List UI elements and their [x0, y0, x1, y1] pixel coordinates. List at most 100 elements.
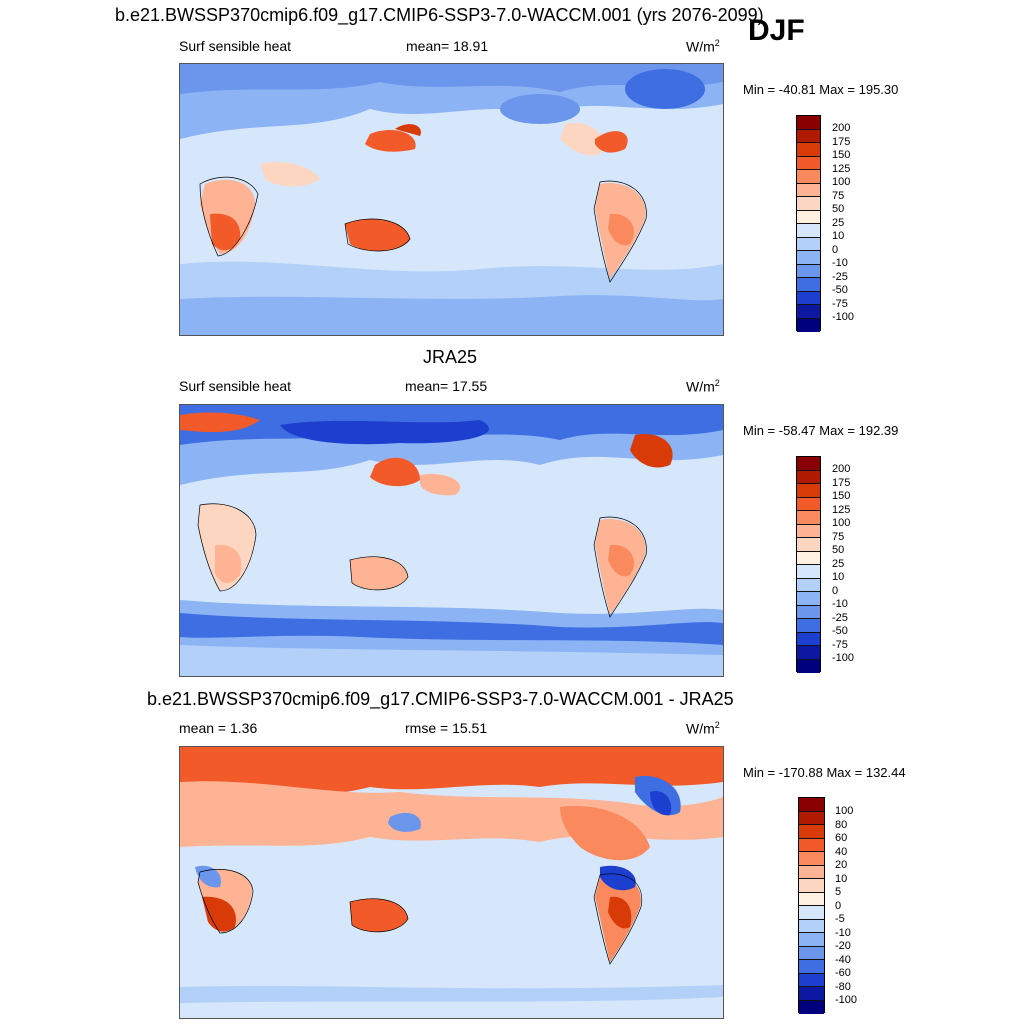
colorbar-swatch [799, 973, 824, 987]
colorbar-swatch [797, 156, 820, 170]
colorbar-swatch [797, 197, 820, 211]
colorbar-tick-label: -75 [832, 297, 848, 310]
colorbar-swatch [799, 906, 824, 920]
panel1-variable-label: Surf sensible heat [179, 38, 292, 54]
season-label: DJF [748, 14, 805, 47]
colorbar-tick-label: 75 [832, 189, 845, 202]
colorbar-swatch [797, 251, 820, 265]
colorbar-swatch [799, 960, 824, 974]
panel1-colorbar [796, 115, 821, 332]
panel2-colorbar [796, 456, 821, 673]
panel1-units: W/m2 [686, 38, 720, 55]
colorbar-swatch [799, 865, 824, 879]
colorbar-swatch [797, 659, 820, 673]
panel3-minmax: Min = -170.88 Max = 132.44 [743, 765, 906, 780]
colorbar-tick-label: 125 [832, 503, 851, 516]
colorbar-swatch [799, 1000, 824, 1014]
colorbar-swatch [797, 457, 820, 471]
colorbar-swatch [797, 592, 820, 606]
colorbar-tick-label: 200 [832, 463, 851, 475]
colorbar-tick-label: -50 [832, 284, 848, 296]
colorbar-swatch [797, 646, 820, 660]
colorbar-swatch [799, 811, 824, 825]
colorbar-swatch [797, 632, 820, 646]
colorbar-tick-label: 0 [832, 584, 839, 597]
colorbar-tick-label: 5 [835, 886, 842, 898]
panel3-colorbar [798, 797, 825, 1014]
colorbar-swatch [797, 497, 820, 511]
colorbar-swatch [797, 578, 820, 592]
colorbar-swatch [797, 551, 820, 565]
panel3-units: W/m2 [686, 720, 720, 737]
colorbar-swatch [799, 946, 824, 960]
colorbar-tick-label: 150 [832, 149, 851, 161]
colorbar-swatch [797, 278, 820, 292]
colorbar-swatch [799, 825, 824, 839]
colorbar-tick-label: 10 [835, 872, 848, 885]
main-title: b.e21.BWSSP370cmip6.f09_g17.CMIP6-SSP3-7… [115, 5, 764, 25]
colorbar-swatch [797, 170, 820, 184]
colorbar-swatch [797, 143, 820, 157]
colorbar-tick-label: -60 [835, 967, 851, 979]
colorbar-swatch [797, 318, 820, 332]
panel2-mean-label: mean= 17.55 [405, 378, 488, 394]
panel3-title: b.e21.BWSSP370cmip6.f09_g17.CMIP6-SSP3-7… [147, 689, 734, 709]
colorbar-swatch [797, 237, 820, 251]
colorbar-tick-label: 60 [835, 832, 848, 844]
colorbar-tick-label: 25 [832, 216, 845, 229]
colorbar-tick-label: 100 [832, 517, 851, 529]
colorbar-swatch [799, 838, 824, 852]
panel3-mean-label: mean = 1.36 [179, 720, 258, 736]
panel1-minmax: Min = -40.81 Max = 195.30 [743, 82, 899, 97]
colorbar-swatch [799, 933, 824, 947]
colorbar-tick-label: -10 [832, 598, 848, 610]
colorbar-swatch [797, 264, 820, 278]
panel2-minmax: Min = -58.47 Max = 192.39 [743, 423, 899, 438]
colorbar-swatch [797, 183, 820, 197]
colorbar-tick-label: 20 [835, 859, 848, 871]
colorbar-swatch [799, 879, 824, 893]
colorbar-swatch [799, 987, 824, 1001]
panel3-rmse-label: rmse = 15.51 [405, 720, 488, 736]
panel1-map [179, 63, 724, 336]
colorbar-swatch [799, 852, 824, 866]
colorbar-swatch [797, 224, 820, 238]
colorbar-swatch [797, 210, 820, 224]
colorbar-tick-label: -80 [835, 980, 851, 993]
colorbar-swatch [797, 116, 820, 130]
colorbar-tick-label: -40 [835, 953, 851, 966]
panel2-title: JRA25 [423, 347, 478, 367]
colorbar-tick-label: 200 [832, 122, 851, 134]
colorbar-swatch [797, 129, 820, 143]
colorbar-tick-label: 10 [832, 571, 845, 583]
colorbar-tick-label: -10 [832, 257, 848, 269]
colorbar-tick-label: 80 [835, 818, 848, 831]
colorbar-tick-label: -100 [832, 652, 855, 664]
colorbar-tick-label: 125 [832, 162, 851, 175]
colorbar-tick-label: -100 [832, 311, 855, 323]
colorbar-swatch [799, 892, 824, 906]
colorbar-swatch [797, 524, 820, 538]
panel2-variable-label: Surf sensible heat [179, 378, 292, 394]
colorbar-tick-label: 10 [832, 230, 845, 242]
colorbar-tick-label: 25 [832, 557, 845, 570]
panel2-map [179, 404, 724, 677]
colorbar-tick-label: 150 [832, 490, 851, 502]
colorbar-tick-label: -25 [832, 270, 848, 283]
colorbar-tick-label: -20 [835, 940, 851, 952]
colorbar-swatch [797, 470, 820, 484]
colorbar-swatch [797, 619, 820, 633]
colorbar-swatch [797, 565, 820, 579]
colorbar-swatch [797, 291, 820, 305]
colorbar-tick-label: 50 [832, 203, 845, 215]
colorbar-swatch [797, 484, 820, 498]
colorbar-tick-label: 0 [835, 899, 842, 912]
colorbar-tick-label: -75 [832, 638, 848, 651]
colorbar-tick-label: -50 [832, 625, 848, 637]
colorbar-tick-label: 100 [832, 176, 851, 188]
panel3-map [179, 746, 724, 1019]
colorbar-tick-label: 100 [835, 805, 854, 817]
colorbar-tick-label: 175 [832, 135, 851, 148]
colorbar-tick-label: -10 [835, 926, 851, 939]
panel1-mean-label: mean= 18.91 [406, 38, 489, 54]
